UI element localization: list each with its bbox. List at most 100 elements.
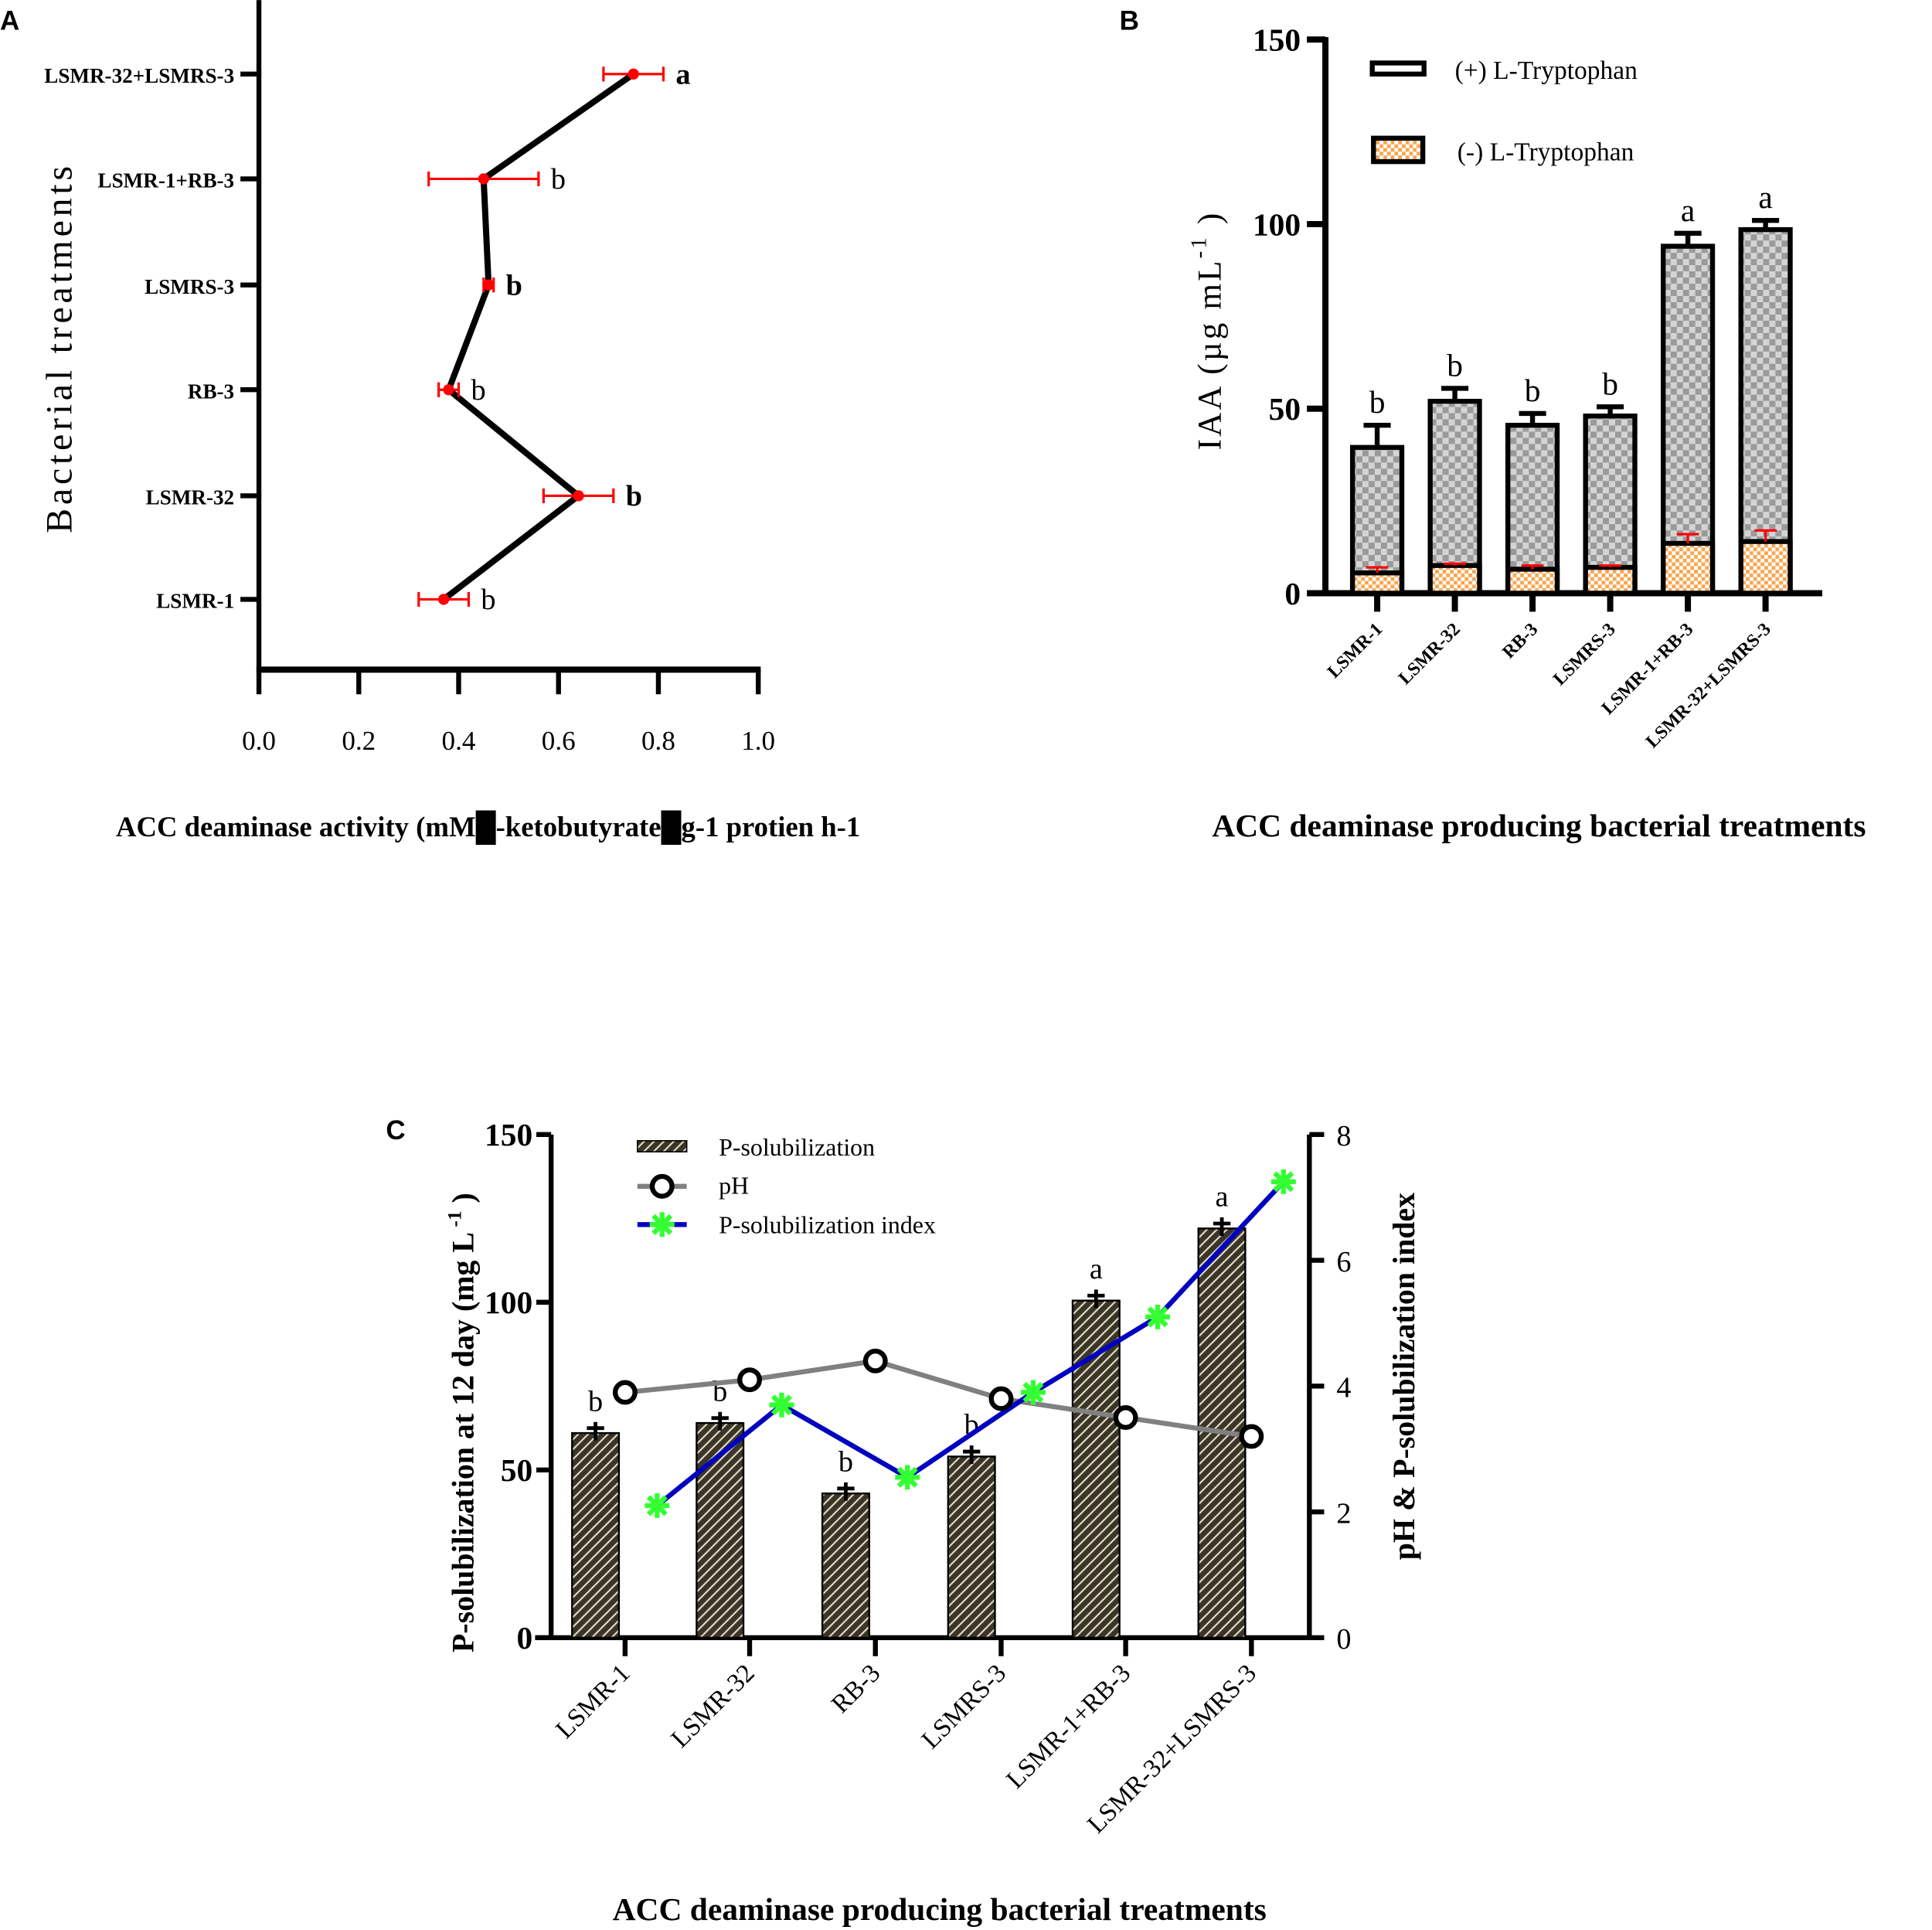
y-axis-title: Bacterial treatments (39, 162, 80, 533)
error-bar (963, 1445, 981, 1465)
y-axis-title-right: pH & P-solubilization index (1386, 1193, 1421, 1560)
error-bar-minus (1676, 533, 1699, 544)
bar-p-solubilization (821, 1492, 870, 1639)
y-tick-label: LSMR-32 (146, 486, 234, 509)
bar-minus-tryptophan (1427, 563, 1482, 596)
index-line (655, 1179, 1286, 1508)
bar-minus-tryptophan (1349, 570, 1405, 596)
bar-minus-tryptophan (1661, 540, 1716, 596)
index-point (896, 1466, 918, 1488)
legend-swatch-index-marker (651, 1213, 673, 1235)
chart-a: 0.0 0.2 0.4 0.6 0.8 1.0 LSMR-1 LSMR-32 RB-3 LSMRS… (39, 0, 775, 756)
y-tick-label: 150 (485, 1117, 532, 1152)
legend-label-bar: P-solubilization (719, 1134, 875, 1161)
error-bar (1087, 1289, 1105, 1309)
ph-point (1239, 1424, 1264, 1449)
legend-label-ph: pH (719, 1172, 749, 1199)
series-line (441, 71, 635, 602)
y2-tick-label: 8 (1336, 1120, 1351, 1152)
significance-letter: b (1447, 347, 1463, 383)
x-tick-label: 0.6 (542, 726, 576, 756)
error-bar-minus (1599, 564, 1621, 568)
y-tick-label: LSMR-1+RB-3 (98, 169, 235, 192)
bar-minus-tryptophan (1738, 539, 1793, 596)
error-bar-minus (1444, 562, 1466, 566)
index-point (1147, 1306, 1168, 1328)
data-point (483, 279, 495, 291)
y-tick-label: 0 (1284, 576, 1301, 611)
y-tick-label: 100 (1253, 206, 1301, 242)
y2-tick-label: 4 (1336, 1372, 1351, 1404)
x-tick-label: RB-3 (826, 1659, 886, 1719)
significance-letter: b (588, 1385, 603, 1418)
significance-letter: a (675, 59, 690, 91)
ph-point (737, 1367, 762, 1393)
significance-letter: b (838, 1445, 853, 1478)
data-point (443, 384, 454, 396)
x-tick-label: LSMR-1+RB-3 (1001, 1659, 1136, 1794)
y2-tick-label: 2 (1336, 1497, 1351, 1530)
y-tick-label: LSMR-1 (156, 590, 234, 613)
bar-minus-tryptophan (1583, 564, 1638, 596)
significance-letter: b (626, 480, 642, 512)
x-tick-label: LSMRS-3 (1549, 619, 1620, 689)
error-bar (587, 1421, 604, 1441)
significance-letter: b (1369, 384, 1386, 420)
x-tick-label: LSMR-32 (1395, 619, 1464, 689)
legend-swatch-bar (637, 1140, 688, 1153)
panel-label-c: C (386, 1115, 405, 1145)
bar-p-solubilization (1071, 1299, 1121, 1639)
ph-point (862, 1348, 888, 1373)
legend-label-minus: (-) L-Tryptophan (1458, 138, 1634, 166)
data-point (437, 594, 450, 605)
significance-letter: a (1216, 1181, 1229, 1213)
x-tick-label: LSMR-1 (550, 1659, 635, 1744)
panel-label-b: B (1120, 5, 1139, 36)
ph-point (1113, 1405, 1138, 1430)
y-axis-title-left: P-solubilization at 12 day (mg L -1 ) (444, 1193, 481, 1653)
legend-swatch-plus (1369, 60, 1427, 77)
x-tick-label: 1.0 (741, 726, 775, 756)
y-tick-label: 0 (516, 1620, 532, 1656)
x-tick-label: LSMRS-3 (917, 1659, 1012, 1755)
chart-c: 05010015002468LSMR-1bLSMR-32bRB-3bLSMRS-… (444, 1117, 1421, 1927)
y2-tick-label: 0 (1336, 1623, 1351, 1656)
y-tick-label: 50 (1269, 391, 1301, 427)
y-tick-label: RB-3 (188, 380, 234, 403)
x-tick-label: 0.8 (641, 726, 675, 756)
legend-label-index: P-solubilization index (719, 1212, 936, 1239)
error-bar-minus (1754, 529, 1777, 542)
chart-b: 050100150LSMR-1bLSMR-32bRB-3bLSMRS-3bLSM… (1186, 22, 1866, 843)
significance-letter: b (471, 374, 485, 407)
legend-swatch-ph-marker (649, 1173, 675, 1199)
error-bar-minus (1521, 564, 1544, 570)
bar-p-solubilization (696, 1421, 745, 1639)
panel-label-a: A (0, 5, 19, 36)
data-point (573, 490, 584, 502)
y-tick-label: LSMRS-3 (145, 275, 234, 298)
bar-p-solubilization (571, 1431, 621, 1639)
data-point (478, 173, 489, 185)
index-point (1022, 1381, 1044, 1404)
index-point (1273, 1171, 1294, 1193)
x-tick-label: LSMR-1 (1324, 619, 1386, 682)
significance-letter: b (506, 269, 522, 301)
significance-letter: b (1602, 366, 1618, 401)
significance-letter: a (1090, 1253, 1103, 1285)
index-point (646, 1495, 668, 1516)
ph-point (988, 1386, 1014, 1411)
y-tick-label: 150 (1253, 22, 1301, 58)
bar-p-solubilization (947, 1455, 996, 1639)
y-tick-label: 100 (485, 1285, 532, 1320)
y-tick-label: LSMR-32+LSMRS-3 (44, 64, 234, 87)
x-tick-label: RB-3 (1498, 619, 1542, 662)
x-axis-title: ACC deaminase producing bacterial treatm… (1212, 808, 1866, 843)
error-bar (837, 1482, 855, 1501)
x-axis-title: ACC deaminase producing bacterial treatm… (613, 1891, 1267, 1927)
y-tick-label: 50 (501, 1452, 532, 1488)
ph-point (612, 1380, 638, 1405)
bar-plus-tryptophan (1427, 398, 1482, 596)
x-tick-label: 0.2 (342, 726, 376, 756)
data-point (628, 68, 639, 80)
error-bar-minus (1366, 566, 1389, 574)
